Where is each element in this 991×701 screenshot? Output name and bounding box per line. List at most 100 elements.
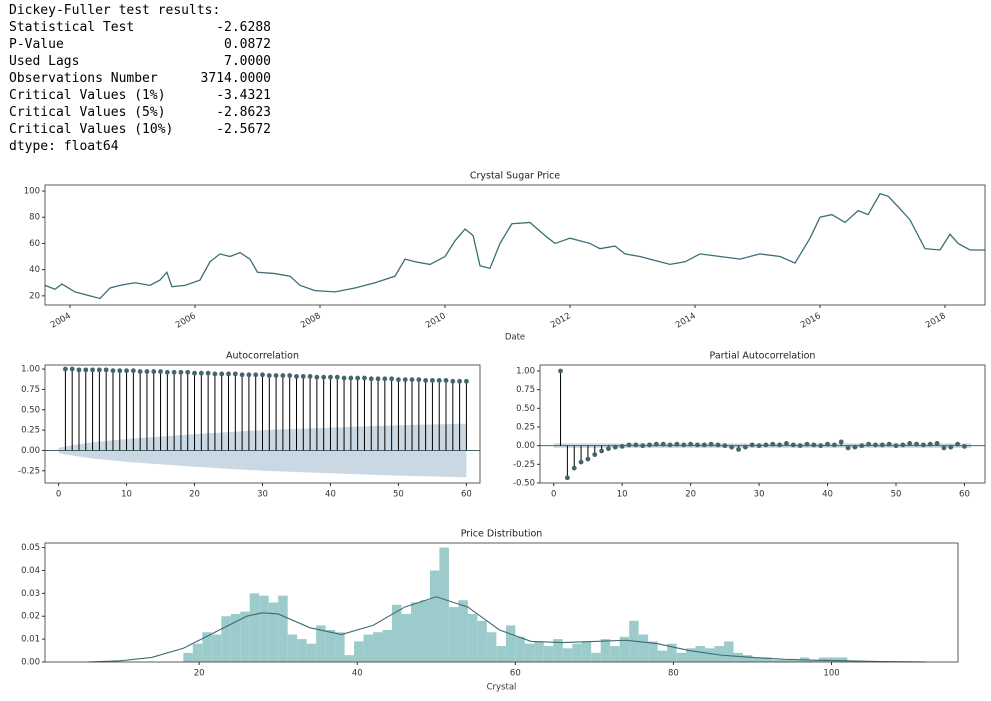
x-tick-label: 20 [189,490,200,500]
stem-marker [239,372,245,378]
stem-marker [695,442,700,448]
stem-marker [688,441,694,447]
histogram-bar [657,650,668,662]
stem [294,373,299,451]
histogram-bar [581,641,592,662]
x-tick-label: 2012 [549,311,573,330]
output-row: Critical Values (1%) -3.4321 [9,87,271,104]
output-row: Critical Values (10%) -2.5672 [9,121,271,138]
histogram-bar [259,595,269,662]
stem-marker [578,459,584,465]
stem [900,442,906,448]
output-label: Critical Values (10%) [9,122,174,137]
histogram-bar [515,636,525,662]
stem [660,441,666,447]
histogram-bar [486,632,497,662]
x-tick-label: 2016 [799,311,823,330]
stem-marker [76,367,82,373]
histogram-bar [344,655,355,662]
y-tick-label: 0.25 [21,426,40,436]
stem-marker [681,442,687,448]
histogram-bar [211,634,222,662]
stem [198,370,204,451]
stem [158,369,163,451]
stem-marker [307,373,313,379]
stem [239,372,245,451]
stem [934,441,940,446]
stem-marker [571,465,577,471]
stem-marker [831,442,837,448]
stem-marker [416,377,422,383]
stem-marker [280,373,286,378]
x-tick-label: 50 [891,490,902,500]
histogram-bar [354,641,364,662]
chart-title: Partial Autocorrelation [710,351,816,362]
x-tick-label: 100 [823,669,839,679]
stem [818,443,824,449]
x-tick-label: 2008 [299,311,323,330]
output-rows: Statistical Test -2.6288 P-Value 0.0872 Used… [9,19,271,138]
stem [130,368,136,451]
stem [619,444,625,449]
histogram-bar [240,611,250,662]
stem [886,441,892,447]
stem [695,442,700,448]
stem [845,445,851,451]
histogram-bar [221,616,231,662]
stem-marker [144,369,150,374]
histogram-bar [828,657,838,662]
stem-marker [464,378,469,384]
stem [117,368,123,451]
stem [722,443,728,449]
stem-marker [585,456,591,462]
y-tick-label: 0.01 [21,635,40,645]
stem [873,442,878,448]
stem [715,442,721,448]
histogram-bar [638,634,649,662]
stem [558,368,563,446]
stem-marker [838,439,844,445]
histogram-bar [382,629,393,662]
stem-marker [756,443,762,449]
stem [287,373,293,451]
stem [362,375,367,451]
histogram-bar [733,652,743,662]
x-tick-label: 20 [685,490,696,500]
stem-marker [914,441,919,447]
output-value: -2.8623 [216,105,271,120]
stem-marker [653,441,659,447]
stem-marker [423,378,429,383]
histogram-bar [591,652,601,662]
stem-marker [626,442,632,448]
histogram-bar [695,645,706,662]
stem [226,371,231,451]
stem-marker [962,444,967,449]
stem-marker [130,368,136,374]
stem-marker [436,378,442,383]
stem-marker [729,444,735,450]
output-value: -2.5672 [216,122,271,137]
output-row: Observations Number 3714.0000 [9,70,271,87]
stem-marker [362,375,367,381]
y-tick-label: 0.00 [21,446,40,456]
stem-marker [348,375,354,381]
stem [62,366,68,451]
output-footer: dtype: float64 [9,139,119,154]
stem [729,444,735,450]
stem [708,441,714,447]
histogram-bar [420,600,430,662]
stem [375,376,381,451]
stem-marker [205,370,211,376]
histogram-bar [392,604,402,662]
stem [205,370,211,451]
stem-marker [164,369,170,375]
output-row: P-Value 0.0872 [9,36,271,53]
histogram-bar [648,641,658,662]
stem [770,441,776,447]
y-tick-label: 0.50 [21,405,40,415]
stem-marker [612,444,618,450]
histogram-bar [458,600,468,662]
histogram-bar [410,602,421,662]
histogram-bar [401,613,411,662]
stem-marker [619,444,625,449]
